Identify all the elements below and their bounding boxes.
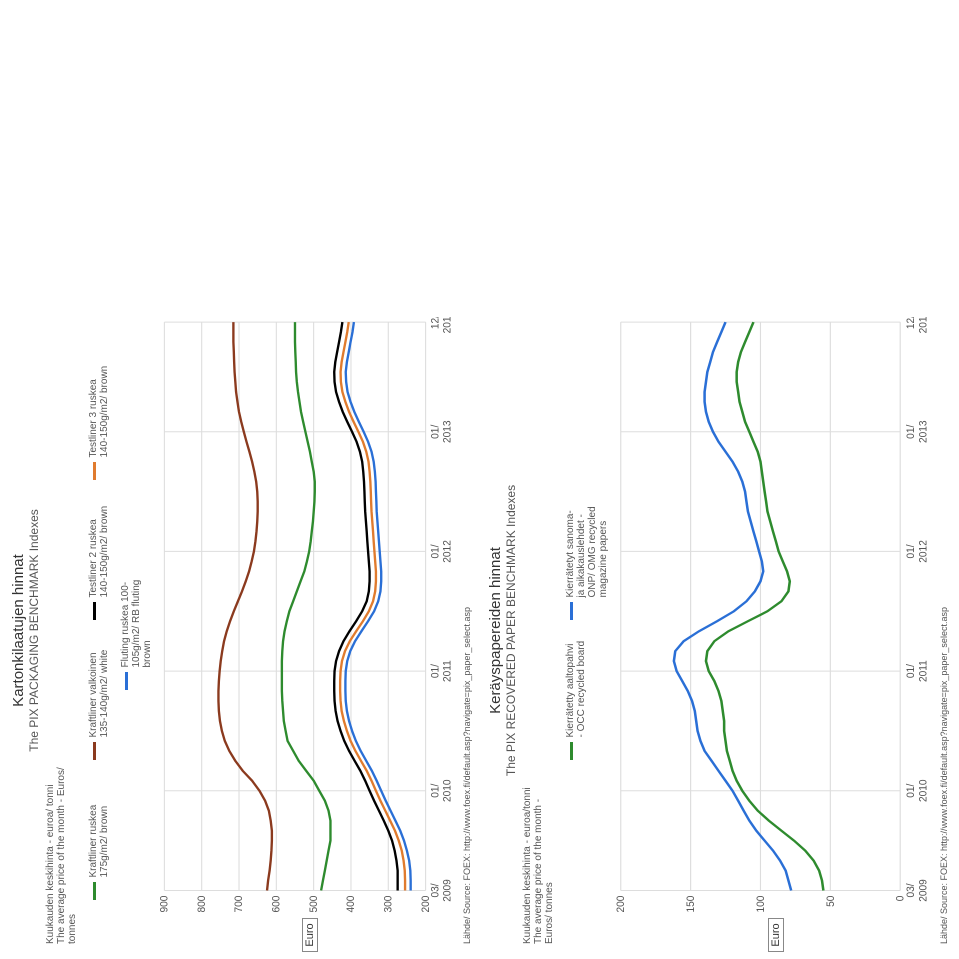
svg-text:12/: 12/: [904, 317, 917, 329]
svg-text:2013: 2013: [917, 420, 930, 443]
svg-text:2009: 2009: [917, 879, 930, 902]
page: Kartonkilaatujen hinnat The PIX PACKAGIN…: [0, 302, 959, 959]
svg-text:2011: 2011: [442, 660, 453, 682]
svg-text:900: 900: [159, 895, 170, 912]
svg-text:50: 50: [824, 896, 837, 907]
svg-text:03/: 03/: [430, 883, 441, 897]
svg-text:01/: 01/: [904, 783, 917, 798]
legend-swatch: [570, 743, 573, 761]
legend-label: Kierrätetty aaltopahvi - OCC recycled bo…: [565, 641, 587, 738]
chart1-subtitle: The PIX PACKAGING BENCHMARK Indexes: [27, 317, 41, 944]
svg-text:2013: 2013: [442, 317, 453, 333]
svg-text:01/: 01/: [430, 425, 441, 439]
svg-text:500: 500: [309, 895, 320, 912]
svg-text:700: 700: [234, 895, 245, 912]
chart2-subhead: Kuukauden keskihinta - euroa/tonni The a…: [522, 317, 555, 944]
svg-text:400: 400: [346, 895, 357, 912]
svg-text:01/: 01/: [904, 663, 917, 678]
svg-text:300: 300: [383, 895, 394, 912]
svg-text:01/: 01/: [904, 543, 917, 558]
svg-text:2013: 2013: [442, 420, 453, 443]
svg-text:2009: 2009: [442, 879, 453, 902]
svg-text:800: 800: [197, 895, 208, 912]
legend-label: Testliner 2 ruskea 140-150g/m2/ brown: [88, 501, 110, 598]
chart2-plot: 05010015020003/200901/201001/201101/2012…: [615, 317, 937, 926]
chart2-legend: Kierrätetty aaltopahvi - OCC recycled bo…: [565, 317, 609, 944]
chart1-subhead: Kuukauden keskihinta - euroa/ tonni The …: [45, 317, 78, 944]
svg-text:03/: 03/: [904, 883, 917, 898]
legend-label: Kraftliner ruskea 175g/m2/ brown: [88, 781, 110, 878]
svg-text:2010: 2010: [917, 779, 930, 802]
chart1-title: Kartonkilaatujen hinnat: [10, 317, 27, 944]
svg-text:200: 200: [615, 896, 627, 913]
chart2-subtitle: The PIX RECOVERED PAPER BENCHMARK Indexe…: [504, 317, 518, 944]
legend-item: Kraftliner ruskea 175g/m2/ brown: [88, 781, 110, 901]
svg-text:600: 600: [271, 895, 282, 912]
legend-item: Kierrätetyt sanoma- ja aikakauslehdet - …: [565, 501, 609, 621]
legend-swatch: [93, 463, 96, 481]
svg-text:2012: 2012: [442, 540, 453, 563]
chart2-ylabel: Euro: [768, 918, 784, 951]
legend-swatch: [93, 603, 96, 621]
legend-swatch: [570, 603, 573, 621]
chart1-plot: 20030040050060070080090003/200901/201001…: [159, 317, 460, 926]
svg-text:2012: 2012: [917, 540, 930, 563]
chart2-title: Keräyspapereiden hinnat: [487, 317, 504, 944]
legend-swatch: [93, 883, 96, 901]
svg-text:2011: 2011: [917, 660, 930, 682]
chart1-legend: Kraftliner ruskea 175g/m2/ brown Kraftlin…: [88, 317, 153, 944]
svg-text:01/: 01/: [430, 544, 441, 558]
svg-text:01/: 01/: [430, 784, 441, 798]
legend-label: Fluting ruskea 100-105g/m2/ RB fluting b…: [120, 571, 153, 668]
legend-label: Kierrätetyt sanoma- ja aikakauslehdet - …: [565, 501, 609, 598]
svg-text:01/: 01/: [430, 664, 441, 678]
chart2-source: Lähde/ Source: FOEX: http://www.foex.fi/…: [939, 317, 949, 944]
legend-label: Testliner 3 ruskea 140-150g/m2/ brown: [88, 361, 110, 458]
svg-text:01/: 01/: [904, 424, 917, 439]
svg-text:2013: 2013: [917, 317, 930, 333]
legend-item: Kraftliner valkoinen 135-140g/m2/ white: [88, 641, 110, 761]
svg-text:12/: 12/: [430, 317, 441, 329]
legend-item: Kierrätetty aaltopahvi - OCC recycled bo…: [565, 641, 609, 761]
chart1-source: Lähde/ Source: FOEX: http://www.foex.fi/…: [462, 317, 472, 944]
legend-label: Kraftliner valkoinen 135-140g/m2/ white: [88, 641, 110, 738]
legend-swatch: [125, 673, 128, 691]
chart-packaging: Kartonkilaatujen hinnat The PIX PACKAGIN…: [10, 317, 472, 944]
chart1-ylabel: Euro: [302, 918, 318, 951]
legend-item: Testliner 2 ruskea 140-150g/m2/ brown: [88, 501, 110, 621]
legend-swatch: [93, 743, 96, 761]
svg-text:150: 150: [685, 896, 698, 913]
svg-text:2010: 2010: [442, 779, 453, 802]
svg-text:100: 100: [754, 896, 767, 913]
legend-item: Testliner 3 ruskea 140-150g/m2/ brown: [88, 361, 110, 481]
svg-text:200: 200: [421, 895, 432, 912]
chart-recovered: Keräyspapereiden hinnat The PIX RECOVERE…: [487, 317, 949, 944]
legend-item: Fluting ruskea 100-105g/m2/ RB fluting b…: [120, 571, 153, 691]
